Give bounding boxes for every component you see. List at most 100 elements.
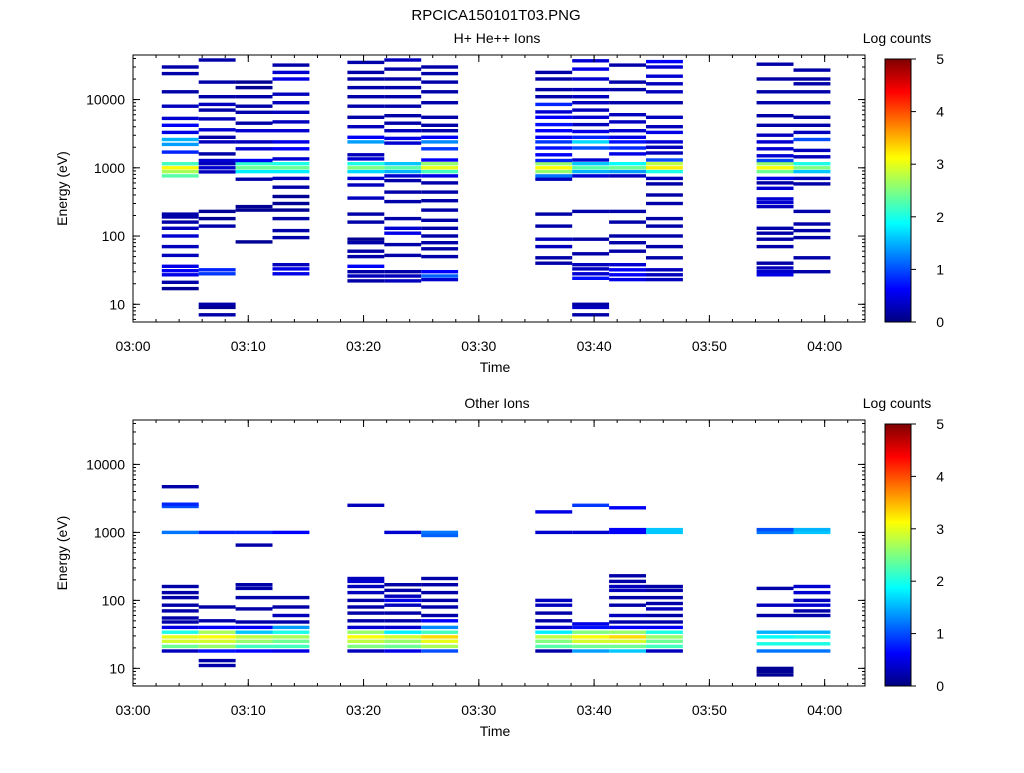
heatmap-cell: [272, 162, 310, 166]
heatmap-cell: [272, 101, 310, 105]
heatmap-cell: [347, 611, 385, 615]
heatmap-cell: [235, 635, 273, 639]
heatmap-cell: [756, 147, 794, 151]
heatmap-cell: [421, 533, 459, 538]
heatmap-cell: [272, 267, 310, 271]
heatmap-cell: [198, 663, 236, 668]
heatmap-cell: [572, 209, 610, 214]
heatmap-cell: [235, 620, 273, 624]
colorbar-tick-label: 2: [936, 573, 944, 589]
heatmap-cell: [572, 313, 610, 317]
heatmap-cell: [161, 234, 199, 238]
heatmap-cell: [646, 625, 683, 630]
heatmap-cell: [646, 234, 683, 238]
heatmap-cell: [347, 166, 385, 170]
heatmap-cell: [646, 268, 683, 272]
heatmap-cell: [756, 603, 794, 607]
heatmap-cell: [793, 209, 831, 214]
heatmap-cell: [384, 611, 422, 615]
heatmap-cell: [384, 619, 422, 623]
heatmap-cell: [198, 135, 236, 139]
heatmap-cell: [384, 166, 422, 170]
x-tick-label: 04:00: [807, 338, 842, 354]
heatmap-cell: [272, 110, 310, 114]
heatmap-cell: [272, 63, 310, 67]
heatmap-cell: [384, 114, 422, 118]
heatmap-cell: [272, 635, 310, 639]
heatmap-cell: [535, 639, 573, 643]
heatmap-cell: [609, 174, 646, 178]
heatmap-cell: [198, 272, 236, 276]
heatmap-cell: [421, 576, 459, 581]
heatmap-cell: [272, 613, 310, 618]
heatmap-cell: [609, 263, 646, 267]
heatmap-cell: [756, 181, 794, 185]
heatmap-cell: [421, 181, 459, 185]
heatmap-cell: [793, 115, 831, 119]
heatmap-cell: [235, 158, 273, 163]
heatmap-cell: [646, 601, 683, 606]
heatmap-cell: [535, 115, 573, 119]
heatmap-cell: [572, 95, 610, 99]
heatmap-cell: [384, 67, 422, 71]
heatmap-cell: [646, 101, 683, 105]
heatmap-cell: [347, 635, 385, 639]
y-tick-label: 10000: [86, 92, 125, 108]
heatmap-cell: [347, 157, 385, 161]
heatmap-cell: [793, 527, 831, 532]
y-tick-label: 10000: [86, 456, 125, 472]
x-axis-label: Time: [480, 723, 511, 739]
heatmap-cell: [384, 583, 422, 587]
heatmap-cell: [756, 77, 794, 81]
heatmap-cell: [609, 120, 646, 124]
heatmap-cell: [161, 123, 199, 127]
figure-title: RPCICA150101T03.PNG: [411, 7, 580, 24]
heatmap-cell: [235, 543, 273, 547]
heatmap-cell: [421, 199, 459, 203]
heatmap-cell: [198, 162, 236, 166]
heatmap-cell: [535, 129, 573, 133]
heatmap-cell: [272, 530, 310, 535]
y-tick-label: 10: [109, 660, 125, 676]
heatmap-cell: [793, 256, 831, 260]
heatmap-cell: [384, 644, 422, 649]
heatmap-cell: [756, 261, 794, 265]
heatmap-cell: [421, 635, 459, 639]
colorbar: [884, 423, 912, 687]
x-tick-label: 03:20: [346, 338, 381, 354]
heatmap-cell: [572, 135, 610, 139]
heatmap-cell: [347, 153, 385, 157]
heatmap-cell: [421, 274, 459, 278]
heatmap-cell: [272, 201, 310, 206]
heatmap-cell: [347, 169, 385, 174]
heatmap-cell: [235, 162, 273, 166]
heatmap-cell: [272, 235, 310, 240]
heatmap-cell: [235, 110, 273, 114]
heatmap-cell: [235, 607, 273, 611]
heatmap-cell: [421, 247, 459, 251]
heatmap-cell: [161, 137, 199, 142]
heatmap-cell: [161, 269, 199, 273]
heatmap-cell: [235, 595, 273, 600]
heatmap-cell: [572, 87, 610, 92]
heatmap-cell: [756, 270, 794, 274]
heatmap-cell: [272, 157, 310, 161]
colorbar-tick-label: 0: [936, 678, 944, 694]
heatmap-cell: [756, 673, 794, 677]
heatmap-cell: [421, 218, 459, 222]
heatmap-cell: [347, 639, 385, 643]
heatmap-cell: [347, 220, 385, 224]
colorbar-tick-label: 0: [936, 314, 944, 330]
heatmap-cell: [384, 594, 422, 598]
heatmap-cell: [535, 261, 573, 265]
heatmap-cell: [347, 241, 385, 245]
heatmap-cell: [793, 649, 831, 653]
heatmap-cell: [384, 649, 422, 653]
heatmap-cell: [609, 277, 646, 282]
heatmap-cell: [535, 625, 573, 630]
heatmap-cell: [572, 252, 610, 256]
colorbar-tick-label: 4: [936, 104, 944, 120]
heatmap-cell: [646, 140, 683, 144]
heatmap-cell: [235, 121, 273, 125]
heatmap-cell: [756, 166, 794, 170]
